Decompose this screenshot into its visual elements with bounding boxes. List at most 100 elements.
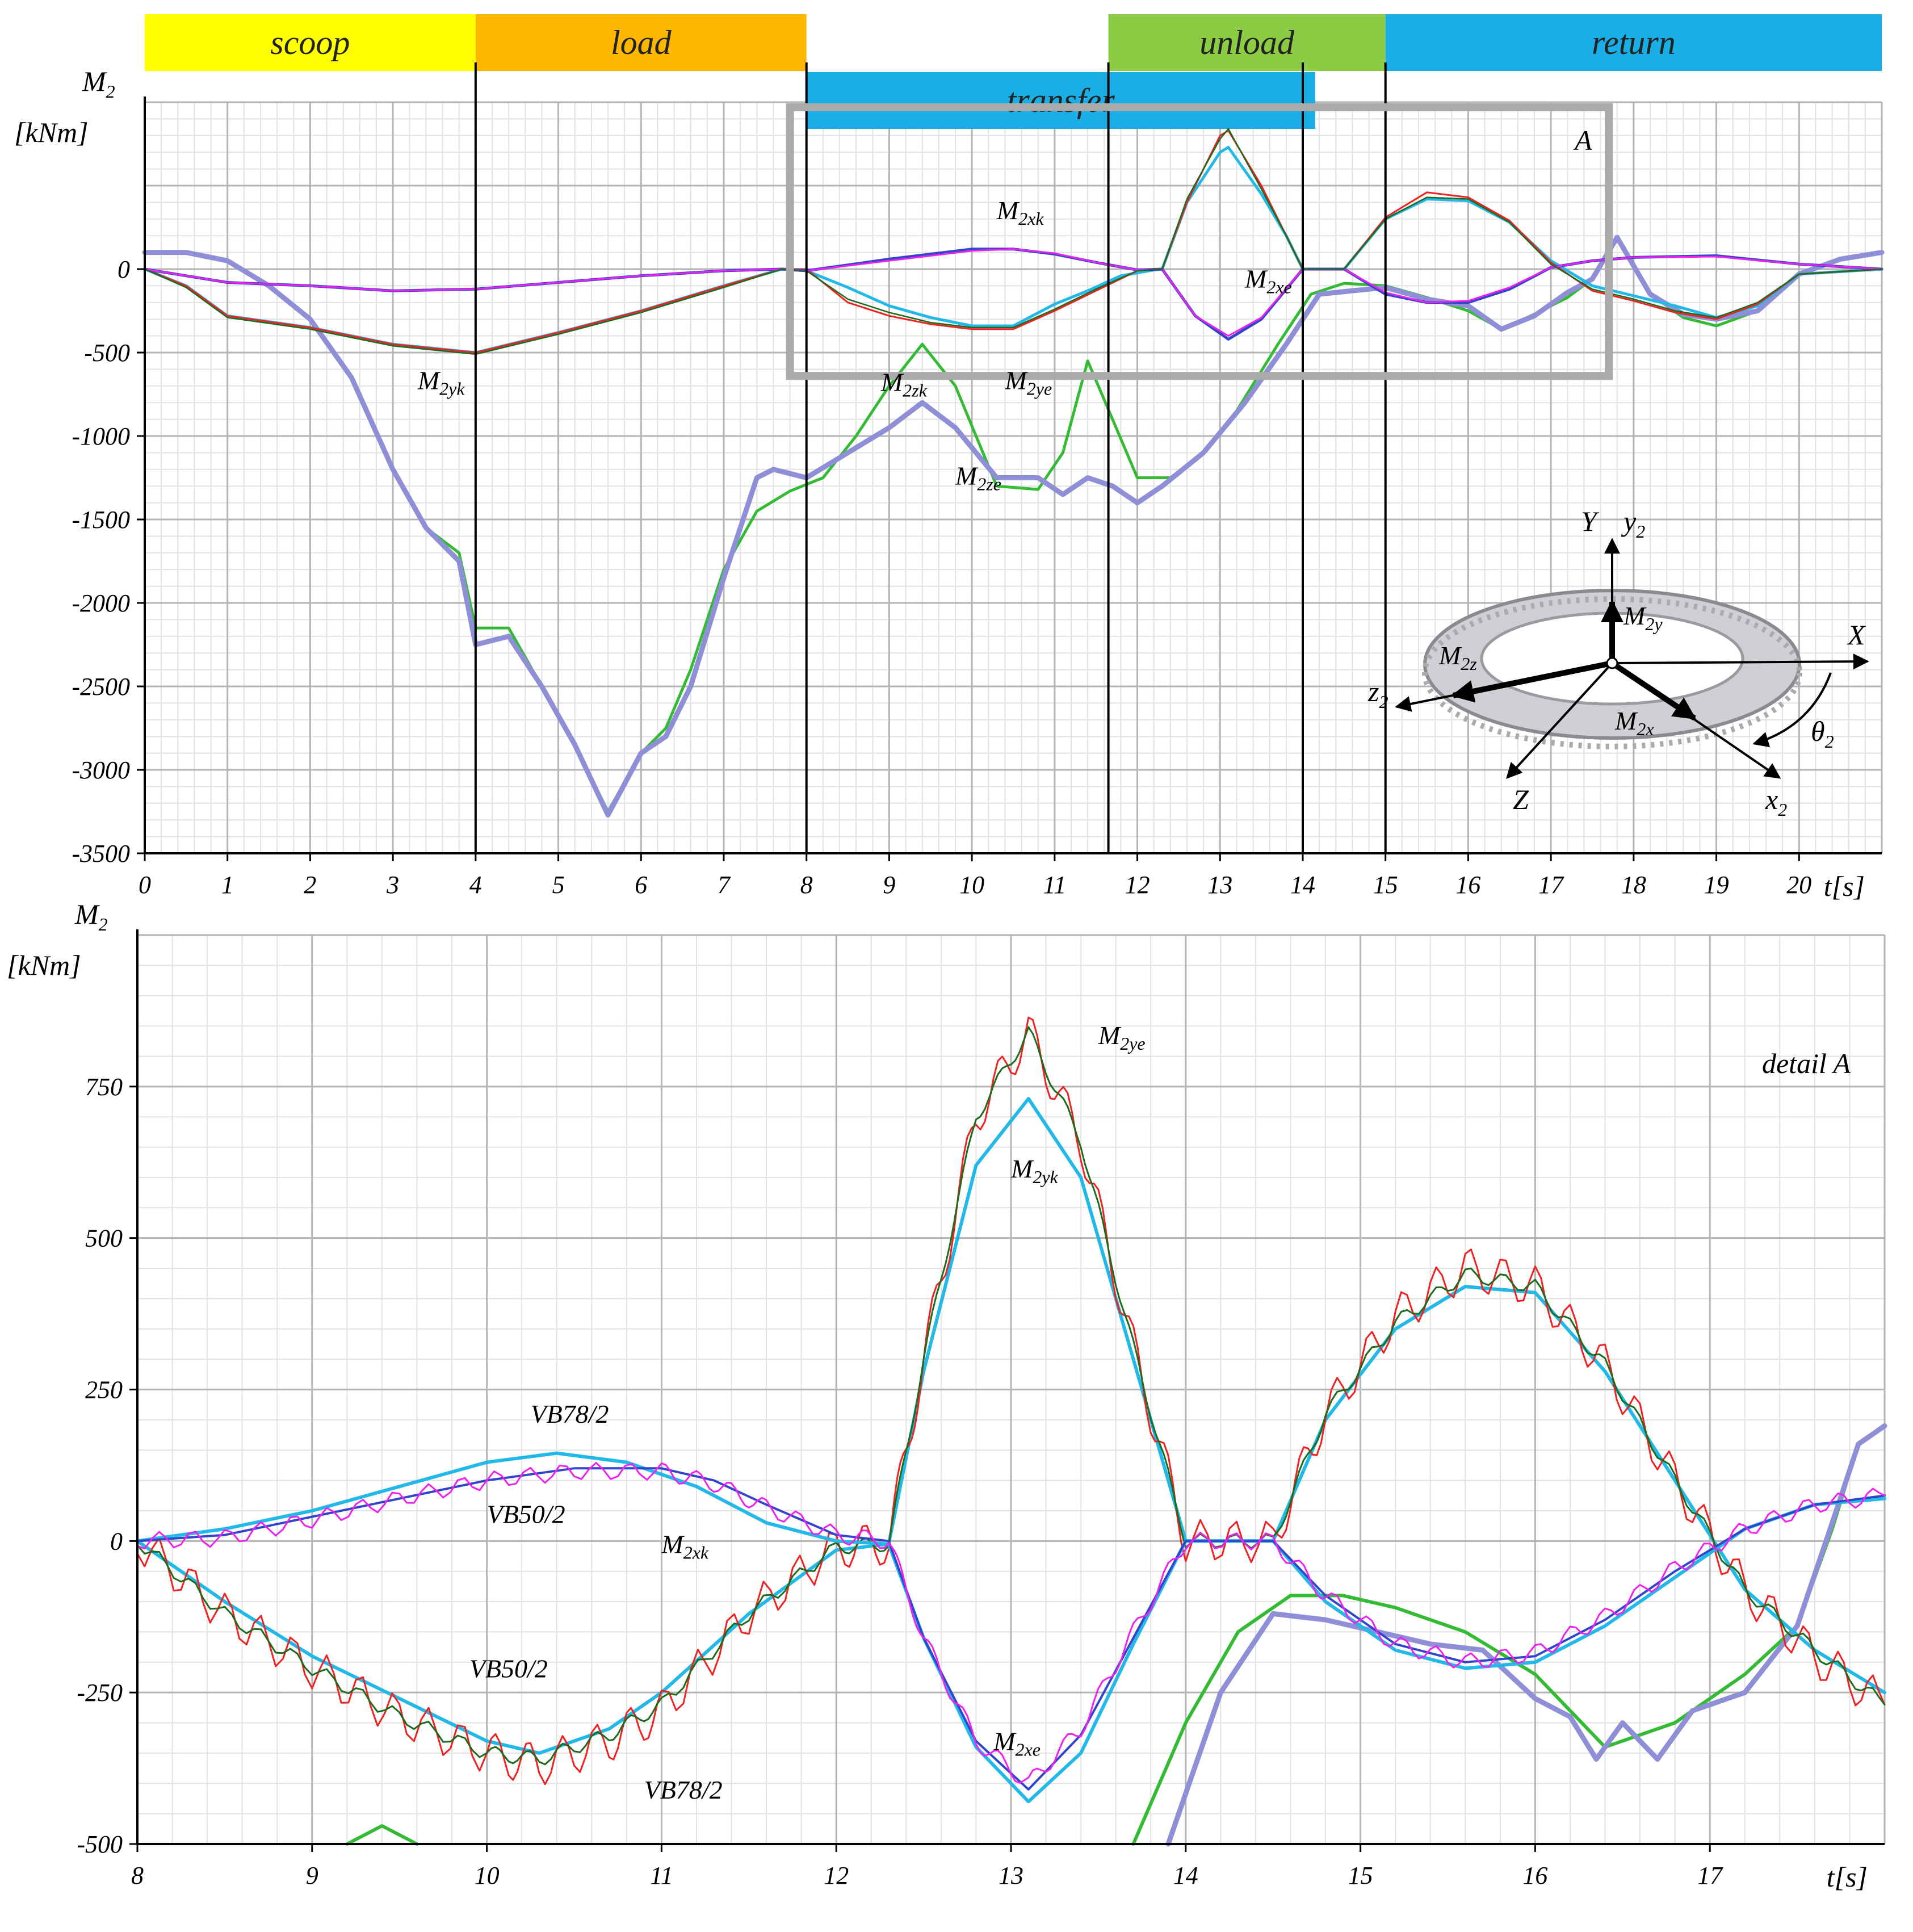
series-M2ze_right xyxy=(1165,1423,1887,1847)
x-tick-label: 9 xyxy=(306,1862,318,1889)
annotation-M2yk: M2yk xyxy=(1010,1154,1059,1187)
x-tick-label: 20 xyxy=(1786,871,1811,899)
x-tick-label: 13 xyxy=(999,1862,1023,1889)
x-tick-label: 15 xyxy=(1373,871,1398,899)
phase-label-return: return xyxy=(1592,24,1676,61)
inset-label-x2: x2 xyxy=(1765,783,1787,820)
y-tick-label: -3000 xyxy=(72,756,130,784)
x-tick-label: 12 xyxy=(824,1862,849,1889)
y-axis-unit: [kNm] xyxy=(7,949,81,981)
annotation-VB50/2: VB50/2 xyxy=(469,1654,548,1683)
detail-chart-series xyxy=(136,1016,1887,1847)
x-tick-label: 6 xyxy=(635,871,647,899)
annotation-M2ze: M2ze xyxy=(955,461,1001,494)
phase-bar-unload xyxy=(1108,14,1386,71)
inset-label-Z: Z xyxy=(1513,783,1529,815)
series-M2ze xyxy=(142,234,1885,818)
x-tick-label: 10 xyxy=(959,871,984,899)
x-tick-label: 12 xyxy=(1125,871,1150,899)
inset-label-m2x: M2x xyxy=(1614,706,1654,739)
series-M2xk_blue xyxy=(136,1467,1886,1791)
x-tick-label: 5 xyxy=(552,871,565,899)
x-tick-label: 2 xyxy=(304,871,316,899)
x-tick-label: 10 xyxy=(475,1862,500,1889)
annotation-VB78/2: VB78/2 xyxy=(531,1399,609,1428)
annotation-M2zk: M2zk xyxy=(880,368,928,401)
series-VB50_xe xyxy=(136,1462,1886,1784)
annotation-M2xk: M2xk xyxy=(661,1530,709,1563)
origin-dot xyxy=(1606,657,1618,669)
annotation-M2xe: M2xe xyxy=(993,1727,1041,1760)
phase-bar-return xyxy=(1385,14,1882,71)
annotation-VB78/2: VB78/2 xyxy=(644,1775,723,1804)
y-tick-label: -1500 xyxy=(72,506,130,534)
x-tick-label: 18 xyxy=(1621,871,1646,899)
x-tick-label: 8 xyxy=(131,1862,144,1889)
x-tick-label: 17 xyxy=(1697,1862,1723,1889)
top-chart-axes: 0 1 2 3 4 5 6 7 8 9 10 11 12 13 14 15 16 17 18 19 200-500-10… xyxy=(14,62,1882,902)
x-tick-label: 14 xyxy=(1290,871,1315,899)
inset-label-m2z: M2z xyxy=(1438,641,1477,674)
x-tick-label: 1 xyxy=(221,871,234,899)
annotation-VB50/2: VB50/2 xyxy=(487,1499,565,1528)
series-M2zk xyxy=(345,1824,419,1846)
detail-chart-annotations: M2ye M2yk VB78/2 VB50/2 M2xk VB50/2 M2xe VB78/2… xyxy=(469,1021,1851,1804)
inset-label-theta2: θ2 xyxy=(1811,715,1834,752)
y-tick-label: -2500 xyxy=(72,673,130,701)
top-chart-annotations: M2yk M2xk M2ye M2zk M2xe M2ze xyxy=(417,196,1292,494)
y-tick-label: -500 xyxy=(84,339,130,367)
m2x-arrow xyxy=(1610,660,1697,721)
detail-box-label: A xyxy=(1573,124,1592,156)
x-tick-label: 11 xyxy=(1043,871,1066,899)
top-chart-series xyxy=(142,128,1885,818)
y-tick-label: -3500 xyxy=(72,840,130,867)
annotation-M2xe: M2xe xyxy=(1244,264,1292,297)
phase-bar-scoop xyxy=(145,14,476,71)
slewing-ring-inset: Y y2 X z2 Z x2 M2y M2z M2x θ2 xyxy=(1367,505,1869,820)
y-tick-label: -1000 xyxy=(72,422,130,450)
annotation-M2ye: M2ye xyxy=(1004,366,1052,399)
y-tick-label: 250 xyxy=(85,1376,123,1404)
x-tick-label: 9 xyxy=(883,871,895,899)
series-M2xk xyxy=(136,1451,1886,1804)
annotation-M2yk: M2yk xyxy=(417,366,465,399)
detail-box-A xyxy=(786,103,1613,380)
phase-label-scoop: scoop xyxy=(270,24,350,61)
y-tick-label: -250 xyxy=(77,1679,123,1707)
phase-bars: scoop load unload return transfer xyxy=(145,14,1882,129)
series-VB50_ye xyxy=(136,1016,1886,1786)
x-tick-label: 16 xyxy=(1522,1862,1547,1889)
phase-label-unload: unload xyxy=(1199,24,1295,61)
detail-chart-axes: 8 9 10 11 12 13 14 15 16 17 750 500 250 0 -250 -500 M2 [k… xyxy=(7,898,1885,1893)
x-tick-label: 13 xyxy=(1207,871,1232,899)
series-M2yk xyxy=(136,1097,1886,1755)
phase-bar-load xyxy=(475,14,807,71)
x-tick-label: 15 xyxy=(1348,1862,1373,1889)
z-axis-arrow xyxy=(1506,662,1613,779)
y-tick-label: 500 xyxy=(85,1225,123,1252)
phase-label-load: load xyxy=(611,24,672,61)
x-tick-label: 11 xyxy=(650,1862,673,1889)
x-tick-label: 16 xyxy=(1455,871,1480,899)
x-tick-label: 7 xyxy=(718,871,731,899)
x-tick-label: 17 xyxy=(1538,871,1564,899)
detail-title: detail A xyxy=(1762,1047,1851,1079)
x-tick-label: 14 xyxy=(1173,1862,1198,1889)
x-tick-label: 19 xyxy=(1704,871,1729,899)
y-tick-label: -500 xyxy=(77,1830,123,1858)
y-tick-label: 750 xyxy=(85,1073,123,1101)
inset-label-X: X xyxy=(1847,619,1866,651)
x-tick-label: 3 xyxy=(386,871,399,899)
inset-label-m2y: M2y xyxy=(1623,601,1663,634)
y-tick-label: 0 xyxy=(118,255,130,283)
phase-label-transfer: transfer xyxy=(1007,82,1115,119)
y-axis-title: M2 xyxy=(74,898,108,934)
x-tick-label: 8 xyxy=(800,871,813,899)
y-axis-title: M2 xyxy=(82,65,115,102)
x-tick-label: 0 xyxy=(139,871,151,899)
y-axis-unit: [kNm] xyxy=(14,116,89,148)
y-tick-label: -2000 xyxy=(72,589,130,617)
x-axis-arrow xyxy=(1612,653,1869,670)
series-M2yk_dk xyxy=(144,128,1883,355)
